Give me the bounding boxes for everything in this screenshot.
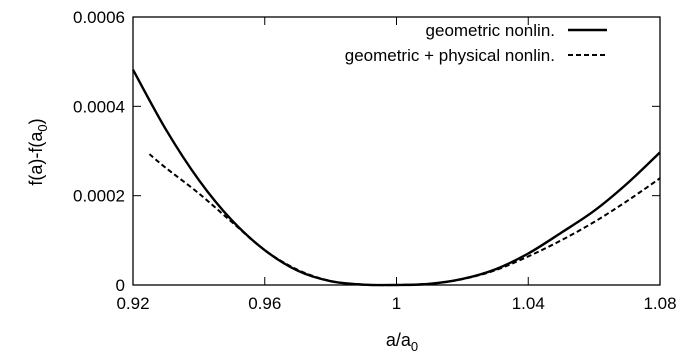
svg-text:f(a)-f(a0): f(a)-f(a0) xyxy=(26,118,50,185)
x-tick-label: 1.08 xyxy=(643,294,676,313)
x-tick-label: 1 xyxy=(392,294,401,313)
y-tick-label: 0.0002 xyxy=(73,187,125,206)
x-axis-label: a/a xyxy=(386,330,412,350)
x-axis-title: a/a0 xyxy=(386,330,418,354)
series-layer xyxy=(131,69,661,287)
plot-frame xyxy=(132,16,661,286)
axis-ticks: 0.92 0.96 1 1.04 1.08 0 0.0002 0.0004 0.0006 xyxy=(73,8,677,313)
y-tick-label: 0.0006 xyxy=(73,8,125,27)
x-tick-label: 0.92 xyxy=(116,294,149,313)
y-axis-label: f(a)-f(a xyxy=(26,131,46,186)
y-tick-label: 0.0004 xyxy=(73,97,125,116)
series-line-1 xyxy=(131,69,661,287)
legend-label-1: geometric nonlin. xyxy=(426,21,555,40)
svg-text:a/a0: a/a0 xyxy=(386,330,418,354)
y-axis-label-subscript: 0 xyxy=(35,124,50,131)
legend: geometric nonlin. geometric + physical no… xyxy=(345,21,607,65)
x-tick-label: 1.04 xyxy=(512,294,545,313)
legend-label-2: geometric + physical nonlin. xyxy=(345,46,555,65)
x-axis-label-subscript: 0 xyxy=(411,339,418,354)
y-axis-label-end: ) xyxy=(26,118,46,124)
y-axis-title: f(a)-f(a0) xyxy=(26,118,50,185)
y-tick-label: 0 xyxy=(116,276,125,295)
x-tick-label: 0.96 xyxy=(248,294,281,313)
